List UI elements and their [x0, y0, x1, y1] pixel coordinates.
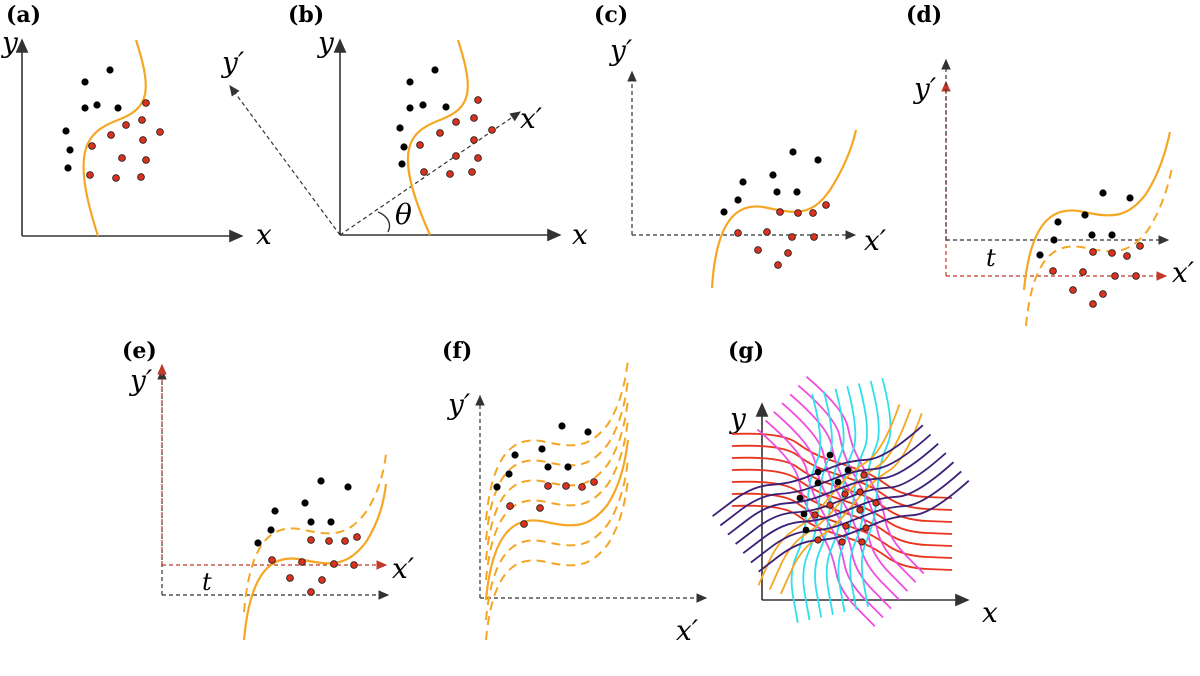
panel-g: (g) y x — [712, 338, 998, 629]
panel-g-indigo-curve-5 — [719, 433, 932, 527]
panel-g-orange-curve-2 — [779, 413, 923, 595]
panel-g-indigo-curve-4 — [727, 443, 939, 536]
panel-b-angle-arc — [377, 211, 391, 233]
panel-a-ylabel: y — [0, 26, 19, 59]
panel-g-ylabel: y — [728, 402, 747, 435]
panel-b-angle-label: θ — [395, 198, 412, 231]
panel-c-label: (c) — [594, 2, 628, 28]
panel-e-red-points — [268, 533, 361, 596]
panel-g-cyan-curve-6 — [790, 393, 822, 623]
panel-g-indigo-curve-1 — [750, 470, 962, 564]
panel-f-curve-5 — [485, 459, 629, 621]
panel-f-red-points — [506, 478, 598, 528]
panel-c-red-points — [734, 201, 830, 269]
panel-d-shift-label: t — [986, 244, 996, 272]
panel-e-ylabel: y′ — [128, 364, 153, 397]
panel-e-black-points — [254, 477, 352, 547]
panel-g-indigo-curve-2 — [742, 461, 955, 554]
panel-e: (e) y′ x′ t — [122, 338, 415, 641]
panel-c-curve — [710, 129, 858, 289]
panel-e-shift-label: t — [202, 568, 212, 596]
panel-b: (b) y x y′ x′ θ — [220, 2, 588, 251]
panel-c-black-points — [720, 148, 822, 216]
panel-g-red-points — [811, 471, 880, 546]
panel-g-cyan-curve-1 — [849, 380, 880, 610]
panel-f-curve-2 — [485, 399, 629, 561]
panel-a-black-points — [62, 66, 122, 172]
panel-d-xlabel: x′ — [1172, 256, 1195, 289]
panel-g-label: (g) — [728, 338, 764, 364]
panel-f-curve-3 — [485, 419, 629, 581]
panel-b-red-points — [416, 96, 496, 178]
panel-f-black-points — [493, 422, 592, 491]
panel-f-curve-1 — [485, 379, 629, 541]
panel-d-shifted-curve — [1025, 167, 1173, 327]
panel-f-curve-0 — [485, 359, 629, 521]
panel-d-red-points — [1049, 242, 1144, 308]
panel-g-red-curve-6 — [731, 504, 953, 571]
panel-b-xprime-axis — [339, 111, 521, 236]
panel-c: (c) y′ x′ — [594, 2, 887, 289]
panel-d: (d) y′ x′ t — [906, 2, 1195, 327]
panel-d-curve — [1022, 131, 1172, 291]
panel-g-orange-curve-4 — [757, 404, 901, 586]
panel-e-shifted-curve — [243, 453, 387, 613]
panel-g-black-points — [796, 451, 852, 534]
panel-g-rotated-curve-families — [712, 376, 970, 627]
panel-a-boundary-curve — [82, 39, 147, 237]
panel-e-label: (e) — [122, 338, 157, 364]
panel-g-indigo-curve-3 — [735, 452, 947, 545]
panel-b-black-points — [396, 66, 450, 168]
panel-b-boundary-curve — [406, 39, 469, 236]
panel-f-curve-6 — [485, 479, 629, 641]
panel-b-yprime-axis — [229, 85, 341, 236]
panel-b-ylabel: y — [316, 26, 335, 59]
panel-a: (a) y x — [0, 2, 272, 251]
panel-f-label: (f) — [442, 338, 472, 364]
panel-f-xlabel: x′ — [676, 614, 699, 647]
panel-d-ylabel: y′ — [912, 72, 937, 105]
panel-a-label: (a) — [6, 2, 41, 28]
panel-f-ylabel: y′ — [446, 388, 471, 421]
panel-c-ylabel: y′ — [608, 34, 633, 67]
panel-b-yprime-label: y′ — [220, 46, 245, 79]
panel-g-cyan-curve-0 — [860, 377, 892, 608]
panel-c-xlabel: x′ — [864, 224, 887, 257]
panel-d-black-points — [1036, 189, 1134, 259]
panel-b-xlabel: x — [572, 218, 588, 251]
panel-d-label: (d) — [906, 2, 942, 28]
panel-g-cyan-curve-5 — [802, 391, 833, 621]
panel-b-label: (b) — [288, 2, 324, 28]
panel-a-red-points — [86, 99, 164, 182]
panel-e-xlabel: x′ — [392, 552, 415, 585]
panel-f-curve-4 — [484, 439, 630, 601]
panel-a-xlabel: x — [256, 218, 272, 251]
panel-b-xprime-label: x′ — [520, 102, 543, 135]
panel-e-curve — [242, 483, 388, 641]
panel-g-xlabel: x — [982, 596, 998, 629]
panel-g-cyan-curve-2 — [837, 383, 868, 613]
panel-f: (f) y′ x′ — [442, 338, 708, 647]
